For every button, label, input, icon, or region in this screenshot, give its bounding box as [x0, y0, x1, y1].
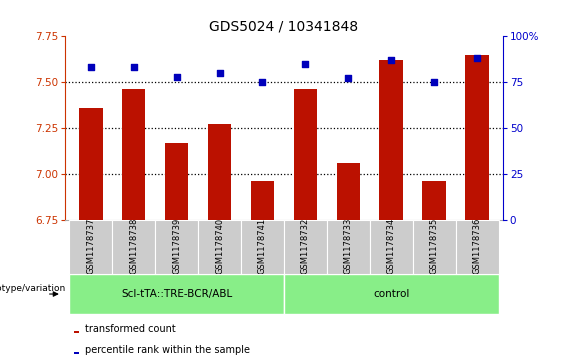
Point: [258, 79, 267, 85]
Bar: [284, 220, 327, 274]
Point: [301, 61, 310, 67]
Bar: [122, 89, 145, 220]
Point: [472, 56, 481, 61]
Text: percentile rank within the sample: percentile rank within the sample: [85, 345, 250, 355]
Text: Scl-tTA::TRE-BCR/ABL: Scl-tTA::TRE-BCR/ABL: [121, 289, 232, 299]
Bar: [337, 163, 360, 220]
Bar: [294, 89, 317, 220]
Point: [344, 76, 353, 81]
Text: genotype/variation: genotype/variation: [0, 284, 66, 293]
Bar: [251, 181, 274, 220]
Text: GSM1178735: GSM1178735: [429, 218, 438, 274]
Bar: [198, 220, 241, 274]
Bar: [327, 220, 370, 274]
Bar: [455, 220, 498, 274]
Bar: [380, 60, 403, 220]
Bar: [284, 274, 498, 314]
Bar: [112, 220, 155, 274]
Text: GSM1178732: GSM1178732: [301, 218, 310, 274]
Title: GDS5024 / 10341848: GDS5024 / 10341848: [210, 20, 358, 34]
Text: GSM1178734: GSM1178734: [386, 218, 396, 274]
Bar: [74, 331, 79, 333]
Text: GSM1178738: GSM1178738: [129, 217, 138, 274]
Bar: [466, 54, 489, 220]
Bar: [208, 124, 231, 220]
Point: [215, 70, 224, 76]
Bar: [241, 220, 284, 274]
Bar: [155, 220, 198, 274]
Point: [86, 65, 95, 70]
Bar: [165, 143, 188, 220]
Text: GSM1178741: GSM1178741: [258, 218, 267, 274]
Text: GSM1178739: GSM1178739: [172, 218, 181, 274]
Bar: [370, 220, 412, 274]
Text: GSM1178733: GSM1178733: [344, 217, 353, 274]
Text: control: control: [373, 289, 410, 299]
Text: transformed count: transformed count: [85, 325, 176, 334]
Point: [429, 79, 438, 85]
Text: GSM1178736: GSM1178736: [472, 217, 481, 274]
Point: [172, 74, 181, 79]
Bar: [74, 352, 79, 354]
Text: GSM1178737: GSM1178737: [86, 217, 95, 274]
Point: [386, 57, 396, 63]
Text: GSM1178740: GSM1178740: [215, 218, 224, 274]
Bar: [79, 108, 102, 220]
Bar: [69, 274, 284, 314]
Bar: [69, 220, 112, 274]
Bar: [423, 181, 446, 220]
Point: [129, 65, 138, 70]
Bar: [412, 220, 455, 274]
